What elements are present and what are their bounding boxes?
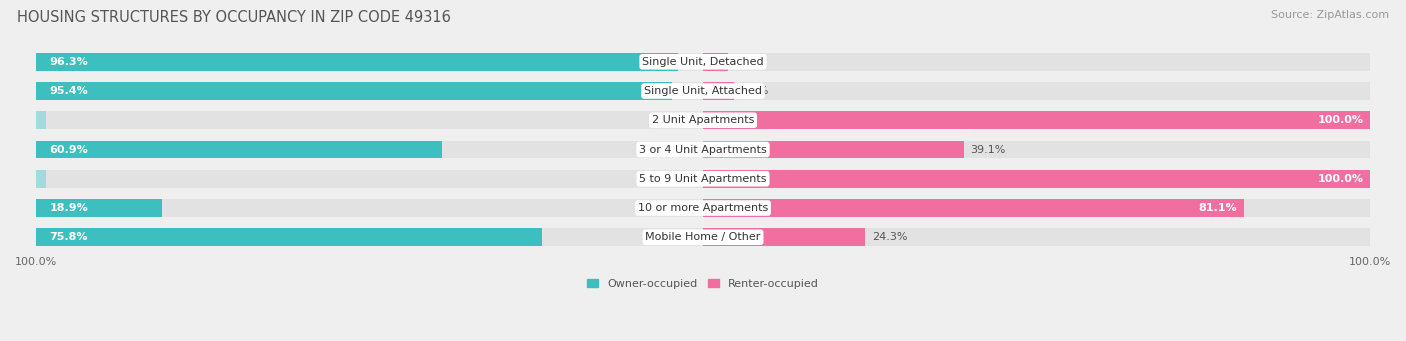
Bar xyxy=(37,228,541,246)
Bar xyxy=(37,228,1369,246)
Bar xyxy=(37,141,443,158)
Text: 2 Unit Apartments: 2 Unit Apartments xyxy=(652,115,754,125)
Text: 100.0%: 100.0% xyxy=(1317,174,1364,184)
Text: 18.9%: 18.9% xyxy=(49,203,89,213)
Text: 39.1%: 39.1% xyxy=(970,145,1005,154)
Bar xyxy=(37,112,1369,129)
Text: 60.9%: 60.9% xyxy=(49,145,89,154)
Bar xyxy=(37,112,46,129)
Text: 0.0%: 0.0% xyxy=(668,115,696,125)
Bar xyxy=(37,199,162,217)
Text: 100.0%: 100.0% xyxy=(1317,115,1364,125)
Text: 96.3%: 96.3% xyxy=(49,57,89,67)
Text: Single Unit, Attached: Single Unit, Attached xyxy=(644,86,762,96)
Bar xyxy=(37,170,46,188)
Text: 4.6%: 4.6% xyxy=(741,86,769,96)
Text: 0.0%: 0.0% xyxy=(668,174,696,184)
Bar xyxy=(37,141,1369,158)
Bar xyxy=(703,141,963,158)
Text: 10 or more Apartments: 10 or more Apartments xyxy=(638,203,768,213)
Text: 5 to 9 Unit Apartments: 5 to 9 Unit Apartments xyxy=(640,174,766,184)
Bar xyxy=(703,82,734,100)
Bar xyxy=(37,82,672,100)
Bar xyxy=(703,53,728,71)
Legend: Owner-occupied, Renter-occupied: Owner-occupied, Renter-occupied xyxy=(582,275,824,294)
Text: 75.8%: 75.8% xyxy=(49,232,89,242)
Text: 81.1%: 81.1% xyxy=(1198,203,1237,213)
Bar xyxy=(703,199,1244,217)
Text: Source: ZipAtlas.com: Source: ZipAtlas.com xyxy=(1271,10,1389,20)
Bar xyxy=(37,199,1369,217)
Text: 24.3%: 24.3% xyxy=(872,232,907,242)
Bar xyxy=(37,82,1369,100)
Bar xyxy=(703,112,1369,129)
Bar xyxy=(37,53,1369,71)
Bar xyxy=(703,228,865,246)
Text: 3 or 4 Unit Apartments: 3 or 4 Unit Apartments xyxy=(640,145,766,154)
Text: 95.4%: 95.4% xyxy=(49,86,89,96)
Bar xyxy=(37,53,678,71)
Bar xyxy=(37,170,1369,188)
Text: Single Unit, Detached: Single Unit, Detached xyxy=(643,57,763,67)
Bar xyxy=(703,170,1369,188)
Text: 3.8%: 3.8% xyxy=(735,57,763,67)
Text: HOUSING STRUCTURES BY OCCUPANCY IN ZIP CODE 49316: HOUSING STRUCTURES BY OCCUPANCY IN ZIP C… xyxy=(17,10,451,25)
Text: Mobile Home / Other: Mobile Home / Other xyxy=(645,232,761,242)
